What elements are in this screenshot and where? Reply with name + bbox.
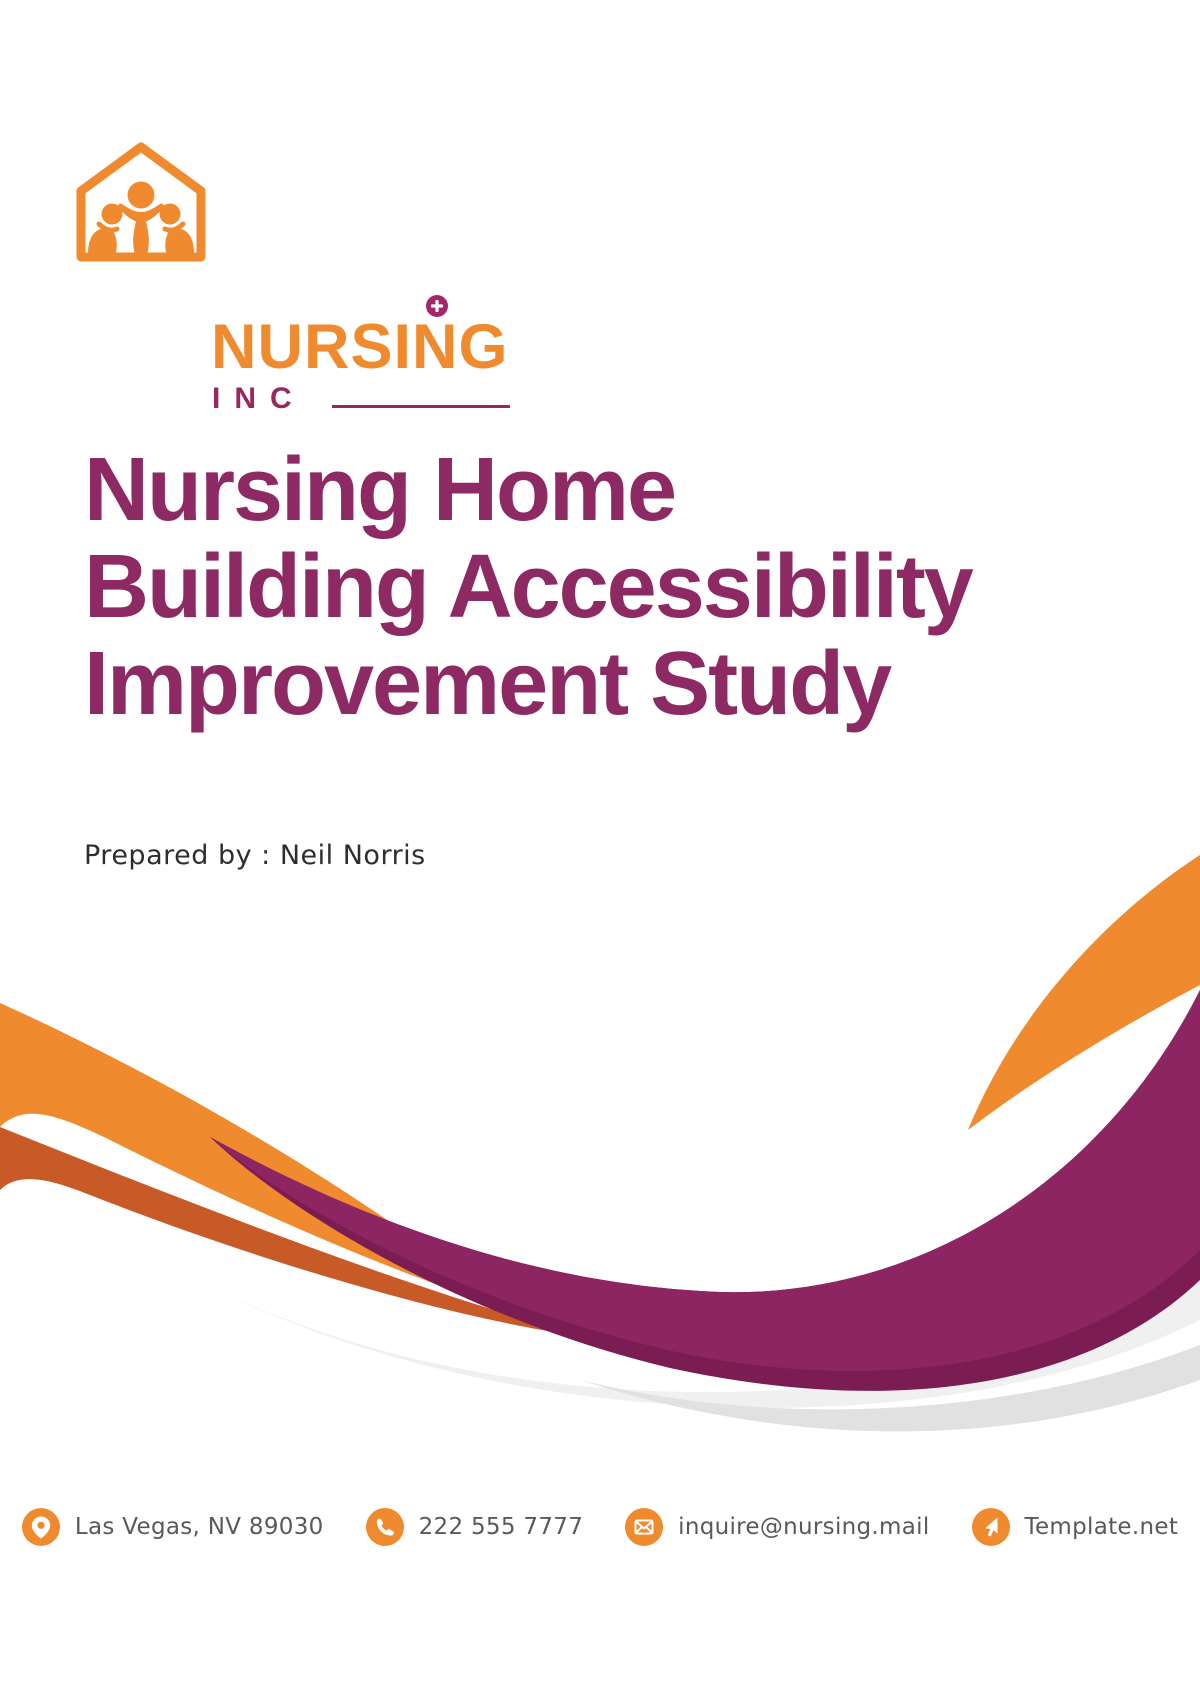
footer-location[interactable]: Las Vegas, NV 89030 (21, 1508, 324, 1546)
brand-name: NURSING (211, 312, 509, 382)
email-icon (625, 1508, 664, 1546)
footer-email-text: inquire@nursing.mail (678, 1514, 930, 1540)
footer-phone-text: 222 555 7777 (418, 1514, 584, 1540)
footer-phone[interactable]: 222 555 7777 (365, 1508, 584, 1546)
location-pin-icon (21, 1508, 60, 1546)
logo: NURSING INC (75, 138, 535, 414)
title-line-3: Improvement Study (84, 634, 892, 734)
title-line-1: Nursing Home (84, 440, 677, 540)
brand-suffix: INC (212, 382, 306, 415)
footer-location-text: Las Vegas, NV 89030 (74, 1514, 324, 1540)
footer-website-text: Template.net (1024, 1514, 1179, 1540)
prepared-by: Prepared by : Neil Norris (84, 840, 426, 871)
house-family-icon (76, 142, 206, 262)
medical-plus-icon (426, 295, 448, 317)
cursor-icon (971, 1508, 1010, 1546)
footer-website[interactable]: Template.net (971, 1508, 1179, 1546)
logo-underline (332, 405, 510, 408)
decorative-swoosh (0, 855, 1200, 1432)
contact-footer: Las Vegas, NV 89030 222 555 7777 inquire… (0, 1508, 1200, 1546)
title-line-2: Building Accessibility (84, 537, 974, 637)
document-title: Nursing Home Building Accessibility Impr… (84, 442, 1124, 733)
footer-email[interactable]: inquire@nursing.mail (625, 1508, 929, 1546)
phone-icon (365, 1508, 404, 1546)
